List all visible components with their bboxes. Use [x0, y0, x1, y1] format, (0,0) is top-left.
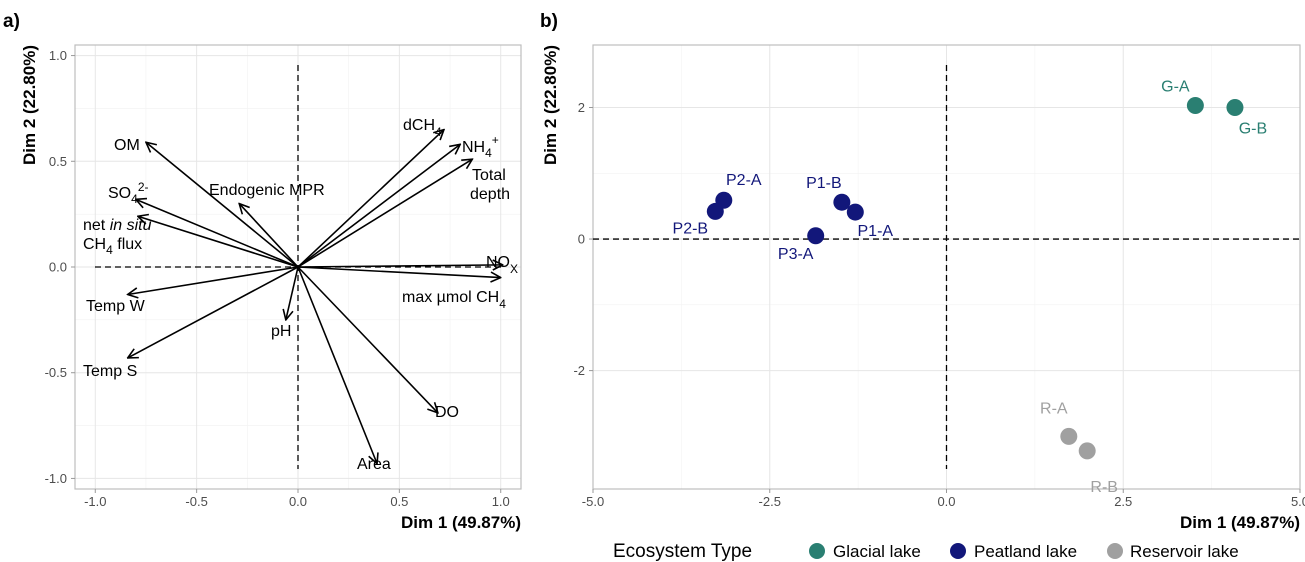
legend: Ecosystem Type Glacial lake Peatland lak…: [613, 541, 1239, 562]
point-p1-b: [833, 193, 851, 211]
vector-arrow-nox: [297, 265, 503, 267]
x-tick-label: -5.0: [582, 494, 604, 509]
panel-b-y-axis-title: Dim 2 (22.80%): [541, 45, 560, 165]
panel-a-variable-plot: OM SO42- net in situ CH4 flux Endogenic …: [20, 44, 522, 532]
y-tick-label: 0: [578, 232, 585, 247]
y-tick-label: 1.0: [49, 48, 67, 63]
vector-arrow-dch4: [297, 130, 444, 268]
panel-a-label: a): [3, 11, 20, 32]
vector-label-ch4-flux: CH4 flux: [83, 236, 142, 257]
vector-label-temp-w: Temp W: [86, 298, 146, 315]
point-label-p1-a: P1-A: [858, 223, 894, 240]
x-tick-label: 1.0: [492, 494, 510, 509]
point-label-p2-b: P2-B: [673, 220, 709, 237]
vector-arrow-so4-2: [136, 199, 299, 268]
vector-arrow-temp-w: [128, 266, 299, 294]
panel-b-x-ticks: -5.0 -2.5 0.0 2.5 5.0: [582, 489, 1305, 509]
y-tick-label: -1.0: [45, 471, 67, 486]
vector-label-endogenic-mpr: Endogenic MPR: [209, 182, 325, 199]
y-tick-label: -0.5: [45, 365, 67, 380]
vector-label-total: Total: [472, 167, 506, 184]
point-label-r-b: R-B: [1090, 479, 1118, 496]
point-label-g-a: G-A: [1161, 79, 1190, 96]
vector-label-nh4: NH4+: [462, 133, 499, 160]
vector-arrow-total-depth: [297, 159, 472, 268]
point-p3-a: [807, 227, 825, 245]
vector-label-nox: NOX: [486, 254, 518, 276]
legend-item-peatland: Peatland lake: [974, 542, 1077, 561]
vector-arrow-area: [297, 266, 377, 464]
legend-swatch-glacial: [809, 543, 825, 559]
vector-arrow-endogenic-mpr: [239, 204, 299, 268]
vector-label-dch4: dCH4: [403, 117, 442, 139]
point-label-p1-b: P1-B: [806, 175, 842, 192]
point-g-b: [1226, 98, 1244, 116]
x-tick-label: 0.5: [390, 494, 408, 509]
vector-label-area: Area: [357, 456, 391, 473]
legend-title: Ecosystem Type: [613, 541, 752, 562]
point-label-p3-a: P3-A: [778, 246, 814, 263]
panel-a-y-axis-title: Dim 2 (22.80%): [20, 45, 39, 165]
x-tick-label: 0.0: [289, 494, 307, 509]
vector-arrow-om: [146, 142, 299, 268]
point-g-a: [1186, 97, 1204, 115]
vector-arrow-do: [297, 266, 438, 413]
panel-b-x-axis-title: Dim 1 (49.87%): [1180, 513, 1300, 532]
vector-label-om: OM: [114, 137, 140, 154]
y-tick-label: 0.0: [49, 260, 67, 275]
point-r-b: [1078, 442, 1096, 460]
point-r-a: [1060, 427, 1078, 445]
vector-arrow-net-in-situ-ch4-flux: [138, 216, 299, 268]
vector-label-temp-s: Temp S: [83, 363, 137, 380]
panel-b-y-ticks: -2 0 2: [573, 100, 593, 378]
vector-label-max-umol-ch4: max µmol CH4: [402, 289, 506, 311]
x-tick-label: 5.0: [1291, 494, 1305, 509]
point-label-p2-a: P2-A: [726, 172, 762, 189]
x-tick-label: -1.0: [84, 494, 106, 509]
x-tick-label: -0.5: [185, 494, 207, 509]
legend-item-glacial: Glacial lake: [833, 542, 921, 561]
y-tick-label: -2: [573, 363, 585, 378]
vector-label-depth: depth: [470, 186, 510, 203]
legend-item-reservoir: Reservoir lake: [1130, 542, 1239, 561]
point-label-r-a: R-A: [1040, 400, 1068, 417]
x-tick-label: 0.0: [937, 494, 955, 509]
y-tick-label: 2: [578, 100, 585, 115]
vector-label-ph: pH: [271, 323, 291, 340]
vector-label-do: DO: [435, 404, 459, 421]
point-label-g-b: G-B: [1239, 120, 1267, 137]
panel-a-x-axis-title: Dim 1 (49.87%): [401, 513, 521, 532]
vector-arrow-max-mol-ch4: [297, 266, 501, 278]
panel-a-vector-labels: OM SO42- net in situ CH4 flux Endogenic …: [83, 117, 518, 473]
x-tick-label: 2.5: [1114, 494, 1132, 509]
panel-a-y-ticks: -1.0 -0.5 0.0 0.5 1.0: [45, 48, 75, 486]
panel-b-reference-lines: [593, 65, 1300, 469]
vector-label-net-in-situ: net in situ: [83, 217, 152, 234]
panel-b-points: G-A G-B P2-A P2-B P1-B P1-A P3-A R-A R-B: [673, 79, 1268, 496]
y-tick-label: 0.5: [49, 154, 67, 169]
vector-arrow-temp-s: [128, 266, 299, 358]
panel-a-x-ticks: -1.0 -0.5 0.0 0.5 1.0: [84, 489, 510, 509]
legend-swatch-reservoir: [1107, 543, 1123, 559]
legend-swatch-peatland: [950, 543, 966, 559]
vector-arrow-nh4: [297, 144, 460, 268]
panel-b-individuals-plot: G-A G-B P2-A P2-B P1-B P1-A P3-A R-A R-B -5.0 -2.…: [541, 44, 1305, 532]
point-p2-b: [706, 202, 724, 220]
point-p1-a: [846, 203, 864, 221]
vector-arrow-ph: [286, 266, 299, 320]
panel-a-vectors: [128, 130, 503, 464]
panel-b-label: b): [540, 11, 558, 32]
x-tick-label: -2.5: [759, 494, 781, 509]
